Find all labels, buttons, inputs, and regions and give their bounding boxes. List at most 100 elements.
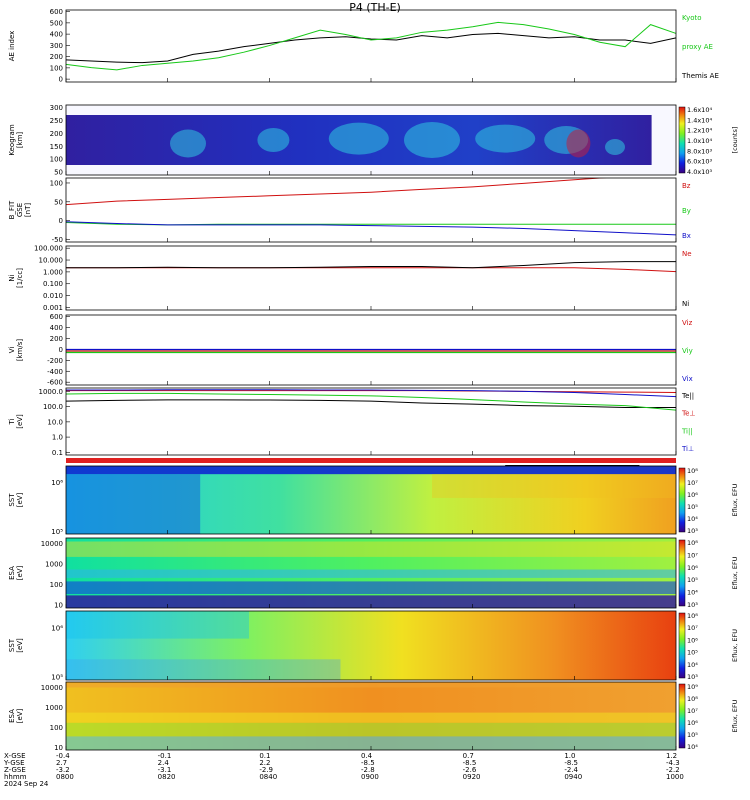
esa_i-spectrogram-band [66, 595, 676, 608]
colorbar-tick-label: 10⁵ [687, 576, 698, 584]
footer-value: 0940 [564, 773, 583, 781]
colorbar-label: Eflux, EFU [731, 629, 739, 662]
y-tick-label: 100 [50, 64, 63, 72]
esa_i-spectrogram-band [66, 569, 676, 578]
y-axis-label: AE index [8, 31, 16, 62]
y-tick-label: 50 [54, 169, 63, 177]
esa_e-spectrogram-band [66, 736, 676, 750]
keogram-aurora-blob [257, 128, 290, 152]
y-axis-label-unit: [eV] [16, 638, 24, 653]
legend-label-viy: Viy [682, 347, 693, 355]
footer-value: -8.5 [361, 759, 375, 767]
footer-value: -2.2 [666, 766, 680, 774]
footer-value: 0.4 [361, 752, 373, 760]
footer-value: -8.5 [564, 759, 578, 767]
colorbar-tick-label: 1.0x10⁴ [687, 137, 712, 145]
colorbar [678, 539, 686, 607]
legend-label-bx: Bx [682, 232, 691, 240]
panel-frame-temperature [65, 387, 677, 456]
y-tick-label: 1.0 [52, 434, 63, 442]
footer-value: 1000 [666, 773, 684, 781]
y-axis-label-unit2: [nT] [24, 203, 32, 217]
legend-label-ne: Ne [682, 250, 692, 258]
footer-value: 0840 [259, 773, 278, 781]
density-series-ne [66, 267, 676, 273]
footer-value: -2.8 [361, 766, 375, 774]
keogram-aurora-blob [170, 129, 206, 158]
y-tick-label: 200 [50, 53, 63, 61]
data-quality-bar [66, 458, 676, 463]
y-axis-label-unit: [1/cc] [16, 268, 24, 288]
y-axis-label: SST [8, 493, 16, 507]
y-axis-label: Keogram [8, 124, 16, 155]
colorbar-tick-label: 10⁶ [687, 719, 698, 727]
legend-label-te: Te⊥ [681, 410, 696, 418]
y-axis-label-unit: [km/s] [16, 339, 24, 362]
footer-value: 0820 [157, 773, 176, 781]
colorbar-tick-label: 10⁶ [687, 636, 698, 644]
keogram-aurora-blob [605, 139, 625, 155]
colorbar-label: Eflux, EFU [731, 483, 739, 516]
esa_i-spectrogram-band [66, 581, 676, 594]
legend-label-viz: Viz [682, 319, 693, 327]
y-tick-label: 10 [54, 744, 63, 752]
legend-label-ti: Ti⊥ [681, 445, 694, 453]
y-tick-label: 100.000 [34, 245, 63, 253]
colorbar [678, 612, 686, 679]
colorbar-tick-label: 10⁴ [687, 515, 698, 523]
y-tick-label: 10.000 [39, 257, 64, 265]
y-tick-label: 100 [50, 156, 63, 164]
footer-row-label: Z-GSE [4, 766, 26, 774]
footer-value: 0.1 [259, 752, 271, 760]
ae-series-proxy-ae [65, 21, 677, 71]
sst_i-spectrogram-band [432, 474, 676, 498]
y-tick-label: 100.0 [43, 403, 63, 411]
y-tick-label: 1000 [45, 561, 63, 569]
y-tick-label: 600 [50, 313, 63, 321]
y-tick-label: 0 [59, 217, 63, 225]
keogram-aurora-blob [328, 122, 389, 155]
colorbar [678, 106, 686, 174]
footer-value: -2.9 [259, 766, 273, 774]
footer-value: -4.3 [666, 759, 680, 767]
legend-label-ni: Ni [682, 300, 689, 308]
footer-value: 0920 [462, 773, 481, 781]
y-axis-label-unit: GSE [16, 203, 24, 217]
colorbar-tick-label: 10⁴ [687, 743, 698, 751]
colorbar-tick-label: 10⁸ [687, 612, 698, 620]
colorbar-tick-label: 10⁵ [687, 503, 698, 511]
y-tick-label: 150 [50, 143, 63, 151]
panel-frame-density [65, 245, 677, 311]
y-axis-label-unit: [km] [16, 132, 24, 149]
esa_e-spectrogram-band [66, 712, 676, 723]
y-tick-label: 100 [50, 179, 63, 187]
footer-value: -8.5 [462, 759, 477, 767]
colorbar-tick-label: 10⁸ [687, 467, 698, 475]
colorbar-label: Eflux, EFU [731, 556, 739, 589]
sst_e-spectrogram-band [66, 659, 341, 680]
y-tick-label: 100 [50, 724, 63, 732]
footer-row-label: 2024 Sep 24 [4, 780, 49, 788]
y-tick-label: 0.1 [52, 449, 63, 457]
y-tick-label: 400 [50, 324, 63, 332]
y-tick-label: 50 [54, 198, 63, 206]
y-tick-label: -400 [47, 368, 63, 376]
legend-label-by: By [682, 207, 691, 215]
colorbar-tick-label: 10⁵ [687, 649, 698, 657]
footer-row-label: X-GSE [4, 752, 26, 760]
y-tick-label: 400 [50, 31, 63, 39]
footer-value: 2.2 [259, 759, 271, 767]
colorbar [678, 683, 686, 749]
y-tick-label: 1.000 [43, 268, 63, 276]
colorbar-label: [counts] [731, 127, 739, 154]
colorbar-tick-label: 10⁴ [687, 589, 698, 597]
legend-label-bz: Bz [682, 182, 691, 190]
y-tick-label: 1000.0 [39, 388, 64, 396]
y-axis-label-unit: [eV] [16, 565, 24, 580]
footer-value: 0800 [56, 773, 74, 781]
y-tick-label: 0 [59, 76, 63, 84]
temperature-series-ti [66, 389, 676, 398]
colorbar-tick-label: 4.0x10³ [687, 168, 712, 176]
esa_e-spectrogram-band [66, 722, 676, 737]
footer-value: -0.4 [56, 752, 70, 760]
